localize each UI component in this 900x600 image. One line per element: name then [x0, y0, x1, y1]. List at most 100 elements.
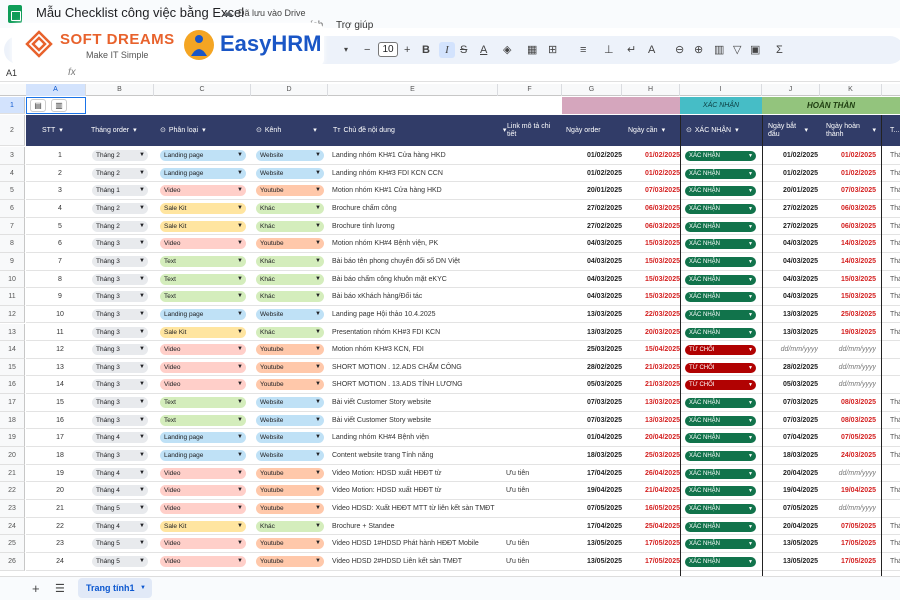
font-size-input[interactable]: 10	[378, 42, 398, 57]
cell-start-date[interactable]: 27/02/2025	[782, 222, 818, 230]
row-header[interactable]: 13	[0, 323, 25, 342]
borders-icon[interactable]: ▦	[527, 44, 538, 56]
cell-link[interactable]: Ưu tiên	[506, 469, 530, 477]
cell-extra[interactable]: Thá	[890, 152, 900, 159]
fill-color-icon[interactable]: ◈	[503, 44, 512, 56]
column-header-h[interactable]: H	[622, 84, 680, 96]
channel-chip[interactable]: Khác ▼	[256, 202, 324, 214]
header-link[interactable]: Link mô tả chi tiết	[507, 115, 557, 146]
add-sheet-button[interactable]: +	[32, 581, 40, 596]
cell-topic[interactable]: Video Motion: HDSD xuất HĐĐT từ	[332, 487, 442, 495]
status-chip[interactable]: TỪ CHỐI ▼	[685, 362, 756, 373]
header-kenh[interactable]: ⊙ Kênh ▾	[256, 115, 317, 146]
filter-chevron-icon[interactable]: ▾	[735, 126, 739, 134]
cell-extra[interactable]: Thá	[890, 487, 900, 495]
cell-need-date[interactable]: 06/03/2025	[644, 204, 680, 212]
cell-done-date[interactable]: 19/04/2025	[840, 487, 876, 495]
cell-stt[interactable]: 14	[56, 381, 64, 389]
status-chip[interactable]: XÁC NHẬN ▼	[685, 556, 756, 567]
month-chip[interactable]: Tháng 3 ▼	[92, 379, 148, 391]
category-chip[interactable]: Landing page ▼	[160, 150, 246, 161]
category-chip[interactable]: Video ▼	[160, 467, 246, 479]
cell-done-date[interactable]: dd/mm/yyyy	[838, 505, 876, 512]
cell-done-date[interactable]: 19/03/2025	[840, 328, 876, 336]
cell-extra[interactable]	[890, 376, 900, 393]
column-header-i[interactable]: I	[680, 84, 762, 96]
cell-topic[interactable]: Motion nhóm KH#4 Bệnh viện, PK	[332, 240, 439, 248]
cell-need-date[interactable]: 25/04/2025	[644, 522, 680, 530]
category-chip[interactable]: Sale Kit ▼	[160, 202, 246, 214]
status-chip[interactable]: XÁC NHẬN ▼	[685, 292, 756, 303]
cell-order-date[interactable]: 01/02/2025	[586, 152, 622, 159]
row-header[interactable]: 16	[0, 376, 25, 395]
category-chip[interactable]: Video ▼	[160, 344, 246, 356]
row-header[interactable]: 23	[0, 500, 25, 518]
status-chip[interactable]: XÁC NHẬN ▼	[685, 504, 756, 514]
cell-stt[interactable]: 7	[58, 257, 62, 265]
cell-done-date[interactable]: dd/mm/yyyy	[838, 346, 876, 354]
status-chip[interactable]: XÁC NHẬN ▼	[685, 433, 756, 444]
cell-order-date[interactable]: 17/04/2025	[586, 522, 622, 530]
cell-topic[interactable]: Brochure + Standee	[332, 522, 395, 530]
cell-extra[interactable]: Thá	[890, 187, 900, 195]
cell-extra[interactable]: Thá	[890, 452, 900, 460]
text-color-icon[interactable]: A	[480, 44, 488, 56]
row-header-2[interactable]: 2	[0, 115, 25, 146]
cell-link[interactable]	[506, 306, 556, 323]
channel-chip[interactable]: Khác ▼	[256, 220, 324, 232]
cell-topic[interactable]: Presentation nhóm KH#3 FDI KCN	[332, 328, 441, 336]
channel-chip[interactable]: Website ▼	[256, 414, 324, 426]
cell-need-date[interactable]: 15/03/2025	[644, 275, 680, 283]
cell-need-date[interactable]: 20/04/2025	[644, 434, 680, 442]
cell-done-date[interactable]: 01/02/2025	[840, 169, 876, 177]
sheets-logo-icon[interactable]	[8, 5, 22, 23]
status-chip[interactable]: XÁC NHẬN ▼	[685, 168, 756, 179]
cell-done-date[interactable]: 15/03/2025	[840, 293, 876, 301]
cell-topic[interactable]: Content website trang Tính năng	[332, 452, 434, 460]
channel-chip[interactable]: Youtube ▼	[256, 185, 324, 197]
align-icon[interactable]: ≡	[580, 44, 587, 56]
cell-link[interactable]	[506, 235, 556, 252]
cell-need-date[interactable]: 01/02/2025	[644, 152, 680, 159]
cell-link[interactable]	[506, 271, 556, 288]
cell-done-date[interactable]: 06/03/2025	[840, 204, 876, 212]
filter-chevron-icon[interactable]: ▾	[502, 126, 507, 134]
cell-order-date[interactable]: 01/02/2025	[586, 169, 622, 177]
cell-done-date[interactable]: dd/mm/yyyy	[838, 381, 876, 389]
month-chip[interactable]: Tháng 4 ▼	[92, 485, 148, 497]
row-header[interactable]: 19	[0, 429, 25, 448]
category-chip[interactable]: Text ▼	[160, 255, 246, 267]
header-extra[interactable]: T...	[890, 115, 899, 146]
chart-icon[interactable]: ▥	[714, 44, 725, 56]
channel-chip[interactable]: Khác ▼	[256, 255, 324, 267]
category-chip[interactable]: Landing page ▼	[160, 432, 246, 444]
cell-need-date[interactable]: 13/03/2025	[644, 399, 680, 407]
channel-chip[interactable]: Youtube ▼	[256, 555, 324, 567]
row-header[interactable]: 14	[0, 341, 25, 359]
channel-chip[interactable]: Khác ▼	[256, 273, 324, 285]
row-header[interactable]: 21	[0, 464, 25, 483]
cell-start-date[interactable]: 28/02/2025	[782, 363, 818, 371]
cell-order-date[interactable]: 20/01/2025	[586, 187, 622, 195]
status-chip[interactable]: XÁC NHẬN ▼	[685, 521, 756, 532]
cell-extra[interactable]: Thá	[890, 310, 900, 318]
cell-topic[interactable]: Bài viết Customer Story website	[332, 416, 432, 424]
cell-link[interactable]	[506, 147, 556, 164]
cell-done-date[interactable]: 24/03/2025	[840, 452, 876, 460]
cell-stt[interactable]: 20	[56, 487, 64, 495]
cell-start-date[interactable]: 20/04/2025	[782, 469, 818, 477]
cell-extra[interactable]: Thá	[890, 275, 900, 283]
cell-stt[interactable]: 16	[56, 416, 64, 424]
header-ngay-hoan-thanh[interactable]: Ngày hoàn thành ▾	[826, 115, 876, 146]
cell-start-date[interactable]: 18/03/2025	[782, 452, 818, 460]
cell-need-date[interactable]: 26/04/2025	[644, 469, 680, 477]
cell-topic[interactable]: Bài viết Customer Story website	[332, 399, 432, 407]
category-chip[interactable]: Sale Kit ▼	[160, 520, 246, 532]
cell-stt[interactable]: 19	[56, 469, 64, 477]
cell-link[interactable]	[506, 500, 556, 517]
cell-link[interactable]	[506, 182, 556, 199]
cell-link[interactable]: Ưu tiên	[506, 540, 530, 548]
cell-stt[interactable]: 8	[58, 275, 62, 283]
cell-order-date[interactable]: 19/04/2025	[586, 487, 622, 495]
month-chip[interactable]: Tháng 5 ▼	[92, 503, 148, 514]
